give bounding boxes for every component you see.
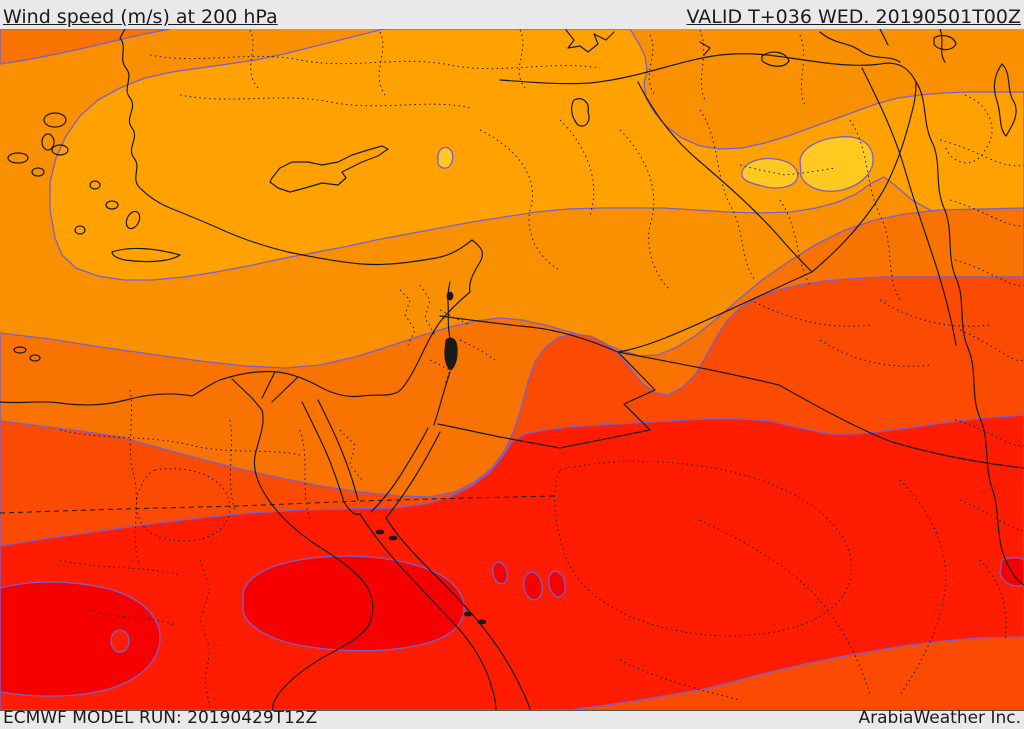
wind-contour-region xyxy=(799,136,874,192)
lake-sevan xyxy=(933,34,957,51)
admin-boundary xyxy=(299,429,363,521)
island xyxy=(41,133,55,151)
island xyxy=(125,210,141,230)
gulf-of-aqaba-coast xyxy=(370,427,441,519)
wind-contour-region xyxy=(437,146,454,169)
admin-boundary xyxy=(739,164,836,176)
admin-boundary xyxy=(799,34,806,106)
admin-boundary xyxy=(0,495,556,514)
iraq-saudi-border xyxy=(617,351,1024,469)
island xyxy=(7,152,29,164)
island xyxy=(74,225,86,235)
island xyxy=(105,200,119,210)
red-sea-islet xyxy=(375,529,385,535)
wind-contour-region xyxy=(523,571,543,601)
caucasus-borders xyxy=(819,29,946,63)
wind-contour-region xyxy=(49,29,1024,281)
admin-boundary xyxy=(699,29,706,101)
euphrates-river xyxy=(637,81,813,273)
tigris-river xyxy=(861,67,957,346)
admin-boundary xyxy=(149,54,601,70)
coastline-path xyxy=(0,29,484,406)
header-bar: Wind speed (m/s) at 200 hPa VALID T+036 … xyxy=(0,0,1024,29)
credit-label: ArabiaWeather Inc. xyxy=(858,708,1022,728)
red-sea-islet xyxy=(463,611,473,617)
lake-van xyxy=(761,51,790,67)
admin-boundary xyxy=(229,419,236,511)
wind-contour-region xyxy=(110,629,130,653)
wind-contour-region xyxy=(741,157,799,189)
admin-boundary xyxy=(779,199,811,286)
lake-tuz xyxy=(571,98,590,127)
jordan-river xyxy=(433,281,451,426)
admin-boundary xyxy=(59,559,181,626)
admin-boundary xyxy=(899,479,947,696)
admin-boundary xyxy=(199,559,211,711)
island xyxy=(13,346,27,354)
admin-boundary xyxy=(699,109,756,281)
admin-boundary xyxy=(619,559,1007,701)
cyprus-coastline xyxy=(269,145,389,193)
island xyxy=(31,167,45,177)
admin-boundary xyxy=(518,29,526,89)
wind-contour-region xyxy=(492,561,508,585)
sea-of-galilee xyxy=(446,291,454,301)
admin-boundary xyxy=(479,129,561,271)
admin-boundary xyxy=(249,29,261,91)
admin-boundary xyxy=(378,31,386,96)
wind-contour-region xyxy=(548,570,566,598)
wind-contour-region xyxy=(0,581,161,697)
admin-boundary xyxy=(135,468,231,542)
admin-boundary xyxy=(954,329,1024,532)
wind-contour-region xyxy=(0,29,171,65)
jordan-saudi-border xyxy=(437,351,656,449)
island xyxy=(51,144,69,156)
footer-bar: ECMWF MODEL RUN: 20190429T12Z ArabiaWeat… xyxy=(0,708,1024,729)
map-title: Wind speed (m/s) at 200 hPa xyxy=(3,6,278,28)
admin-boundary xyxy=(179,94,471,109)
admin-boundary xyxy=(429,309,496,386)
wind-contour-region xyxy=(569,636,1024,711)
admin-boundary xyxy=(939,139,1024,287)
red-sea-coast xyxy=(359,513,531,711)
island xyxy=(89,180,101,190)
iran-border xyxy=(915,81,1024,586)
admin-boundary xyxy=(849,119,901,301)
turkey-syria-border xyxy=(499,53,917,85)
syria-iraq-border xyxy=(617,81,917,353)
turkish-lakes xyxy=(565,29,711,56)
nile-river xyxy=(231,371,374,711)
admin-boundary xyxy=(648,34,656,96)
lake-urmia xyxy=(993,63,1017,137)
wind-contour-region xyxy=(242,555,465,652)
island xyxy=(43,112,67,128)
admin-boundary xyxy=(399,284,436,346)
admin-boundary xyxy=(619,129,671,291)
gulf-of-suez-coast xyxy=(301,399,361,516)
crete-coastline xyxy=(111,247,181,263)
admin-boundary xyxy=(749,299,991,367)
valid-time-label: VALID T+036 WED. 20190501T00Z xyxy=(686,6,1021,28)
red-sea-islet xyxy=(477,619,487,625)
island xyxy=(29,354,41,362)
model-run-label: ECMWF MODEL RUN: 20190429T12Z xyxy=(3,708,318,728)
syria-jordan-border xyxy=(439,315,619,353)
dead-sea xyxy=(444,337,458,371)
red-sea-islet xyxy=(388,535,398,541)
